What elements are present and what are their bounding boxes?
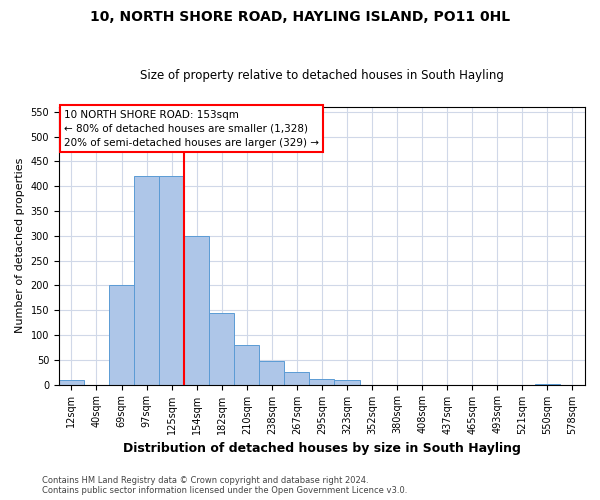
Text: Contains HM Land Registry data © Crown copyright and database right 2024.
Contai: Contains HM Land Registry data © Crown c… — [42, 476, 407, 495]
Text: 10 NORTH SHORE ROAD: 153sqm
← 80% of detached houses are smaller (1,328)
20% of : 10 NORTH SHORE ROAD: 153sqm ← 80% of det… — [64, 110, 319, 148]
Title: Size of property relative to detached houses in South Hayling: Size of property relative to detached ho… — [140, 69, 504, 82]
Bar — [109, 286, 134, 384]
Bar — [284, 372, 310, 384]
Text: 10, NORTH SHORE ROAD, HAYLING ISLAND, PO11 0HL: 10, NORTH SHORE ROAD, HAYLING ISLAND, PO… — [90, 10, 510, 24]
Bar — [259, 361, 284, 384]
Bar — [59, 380, 84, 384]
Bar — [310, 378, 334, 384]
X-axis label: Distribution of detached houses by size in South Hayling: Distribution of detached houses by size … — [123, 442, 521, 455]
Bar — [184, 236, 209, 384]
Bar — [209, 312, 234, 384]
Bar — [134, 176, 159, 384]
Bar — [334, 380, 359, 384]
Bar — [234, 345, 259, 385]
Y-axis label: Number of detached properties: Number of detached properties — [15, 158, 25, 334]
Bar — [159, 176, 184, 384]
